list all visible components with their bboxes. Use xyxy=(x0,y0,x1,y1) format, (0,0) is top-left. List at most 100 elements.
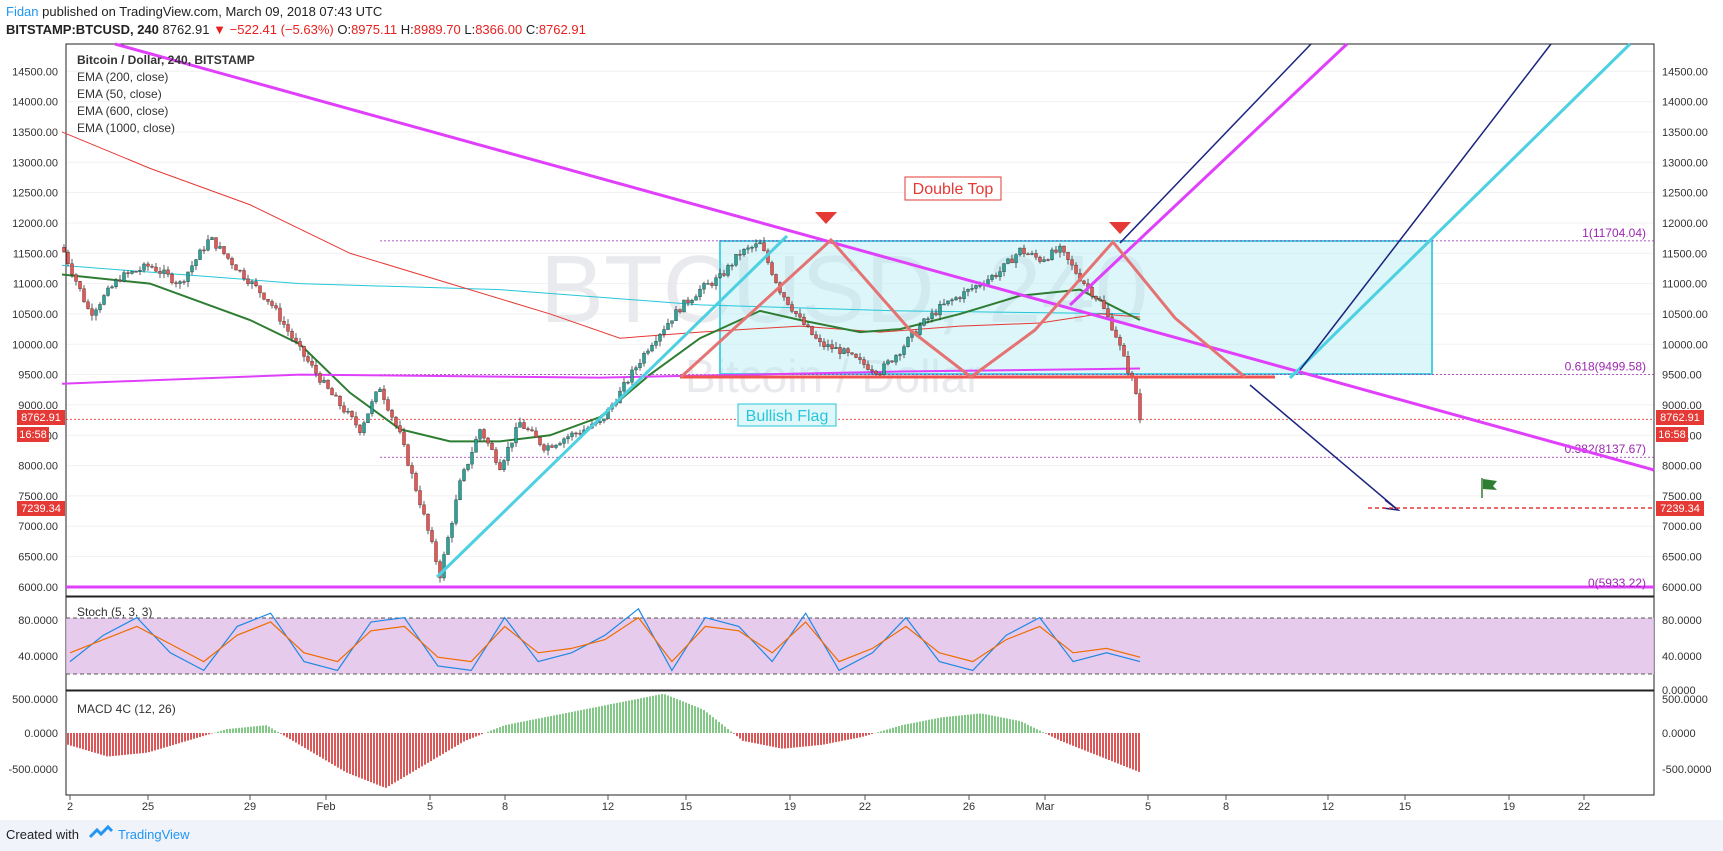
candle-body xyxy=(206,239,210,251)
candle-body xyxy=(834,347,838,349)
top-marker-2-icon xyxy=(1109,222,1131,234)
price-tick-left: 9500.00 xyxy=(18,370,58,382)
candle-body xyxy=(270,301,274,306)
target-price-right-text: 7239.34 xyxy=(1660,503,1700,515)
candle-body xyxy=(966,289,970,292)
candle-body xyxy=(190,265,194,273)
time-axis[interactable]: 2 25 29 Feb 5 8 12 15 19 22 26 Mar 5 8 12 15 19 22 xyxy=(67,795,1590,813)
macd-tick-neg500-right: -500.0000 xyxy=(1662,764,1712,776)
legend-ema-50[interactable]: EMA (50, close) xyxy=(77,87,162,101)
candle-body xyxy=(382,388,386,400)
candle-body xyxy=(726,265,730,276)
candle-body xyxy=(266,299,270,302)
resistance-trendline[interactable] xyxy=(114,42,1655,472)
tradingview-brand-link[interactable]: TradingView xyxy=(118,827,190,842)
author-link[interactable]: Fidan xyxy=(6,4,39,19)
candles xyxy=(62,235,1142,583)
ohlc-open-value: 8975.11 xyxy=(351,22,398,37)
candle-body xyxy=(1126,356,1130,374)
candle-body xyxy=(518,422,522,428)
candle-body xyxy=(1002,263,1006,272)
candle-body xyxy=(466,463,470,470)
candle-body xyxy=(378,388,382,393)
last-price: 8762.91 xyxy=(162,22,210,37)
candle-body xyxy=(950,299,954,302)
upper-channel-line[interactable] xyxy=(1068,42,1349,307)
candle-body xyxy=(290,331,294,339)
candle-body xyxy=(258,285,262,294)
bullish-flag-label[interactable]: Bullish Flag xyxy=(737,403,837,427)
price-tick-left: 10000.00 xyxy=(12,339,58,351)
candle-body xyxy=(762,242,766,252)
candle-body xyxy=(346,410,350,413)
tradingview-logo-icon[interactable] xyxy=(88,825,114,841)
candle-body xyxy=(294,337,298,342)
candle-body xyxy=(990,275,994,280)
candle-body xyxy=(1066,251,1070,260)
candle-body xyxy=(794,311,798,315)
candle-body xyxy=(182,281,186,283)
target-channel-line[interactable] xyxy=(1288,42,1632,380)
candle-body xyxy=(198,249,202,260)
chart-header: Fidan published on TradingView.com, Marc… xyxy=(0,0,1723,40)
candle-body xyxy=(274,305,278,309)
candle-body xyxy=(530,429,534,432)
double-top-label[interactable]: Double Top xyxy=(904,176,1002,201)
target-arrow-down[interactable] xyxy=(1249,384,1399,511)
candle-body xyxy=(262,292,266,300)
candle-body xyxy=(746,247,750,250)
candle-body xyxy=(1062,245,1066,253)
candle-body xyxy=(278,307,282,322)
candle-body xyxy=(522,422,526,429)
candle-body xyxy=(566,436,570,440)
legend-ema-200[interactable]: EMA (200, close) xyxy=(77,70,168,84)
candle-body xyxy=(1022,247,1026,255)
flag-pole-line[interactable] xyxy=(435,234,789,579)
projection-arrow-up[interactable] xyxy=(1119,43,1312,244)
price-tick-right: 10500.00 xyxy=(1662,309,1708,321)
stoch-series xyxy=(69,607,1141,672)
candle-body xyxy=(478,429,482,440)
candle-body xyxy=(690,299,694,304)
candle-body xyxy=(98,304,102,311)
stoch-tick-80-right: 80.0000 xyxy=(1662,615,1702,627)
time-tick-label: 22 xyxy=(859,801,871,813)
price-tick-left: 7500.00 xyxy=(18,491,58,503)
symbol-line: BITSTAMP:BTCUSD, 240 8762.91 ▼ −522.41 (… xyxy=(6,22,586,37)
candle-body xyxy=(250,281,254,284)
target-arrow-up[interactable] xyxy=(1299,43,1552,371)
candle-body xyxy=(1138,393,1142,421)
candle-body xyxy=(226,253,230,259)
candle-body xyxy=(682,299,686,313)
candle-body xyxy=(578,432,582,435)
candle-body xyxy=(942,303,946,306)
candle-body xyxy=(818,338,822,343)
candle-body xyxy=(406,444,410,466)
candle-body xyxy=(1134,376,1138,394)
candle-body xyxy=(930,312,934,319)
candle-body xyxy=(922,318,926,326)
candle-body xyxy=(194,259,198,266)
candle-body xyxy=(598,420,602,424)
double-top-pattern[interactable] xyxy=(679,237,1246,379)
legend-ema-600[interactable]: EMA (600, close) xyxy=(77,104,168,118)
legend-ema-1000[interactable]: EMA (1000, close) xyxy=(77,121,175,135)
candle-body xyxy=(1122,345,1126,357)
candle-body xyxy=(354,416,358,426)
candle-body xyxy=(334,394,338,397)
candle-body xyxy=(1082,280,1086,284)
candle-body xyxy=(470,452,474,465)
candle-body xyxy=(438,561,442,579)
ohlc-low-value: 8366.00 xyxy=(475,22,523,37)
candle-body xyxy=(62,247,66,253)
candle-body xyxy=(710,283,714,286)
candle-body xyxy=(66,251,70,264)
candle-body xyxy=(698,288,702,297)
candle-body xyxy=(1010,258,1014,264)
candle-body xyxy=(686,299,690,304)
candle-body xyxy=(854,353,858,358)
time-tick-label: 26 xyxy=(963,801,975,813)
candle-body xyxy=(74,274,78,282)
candle-body xyxy=(70,263,74,275)
